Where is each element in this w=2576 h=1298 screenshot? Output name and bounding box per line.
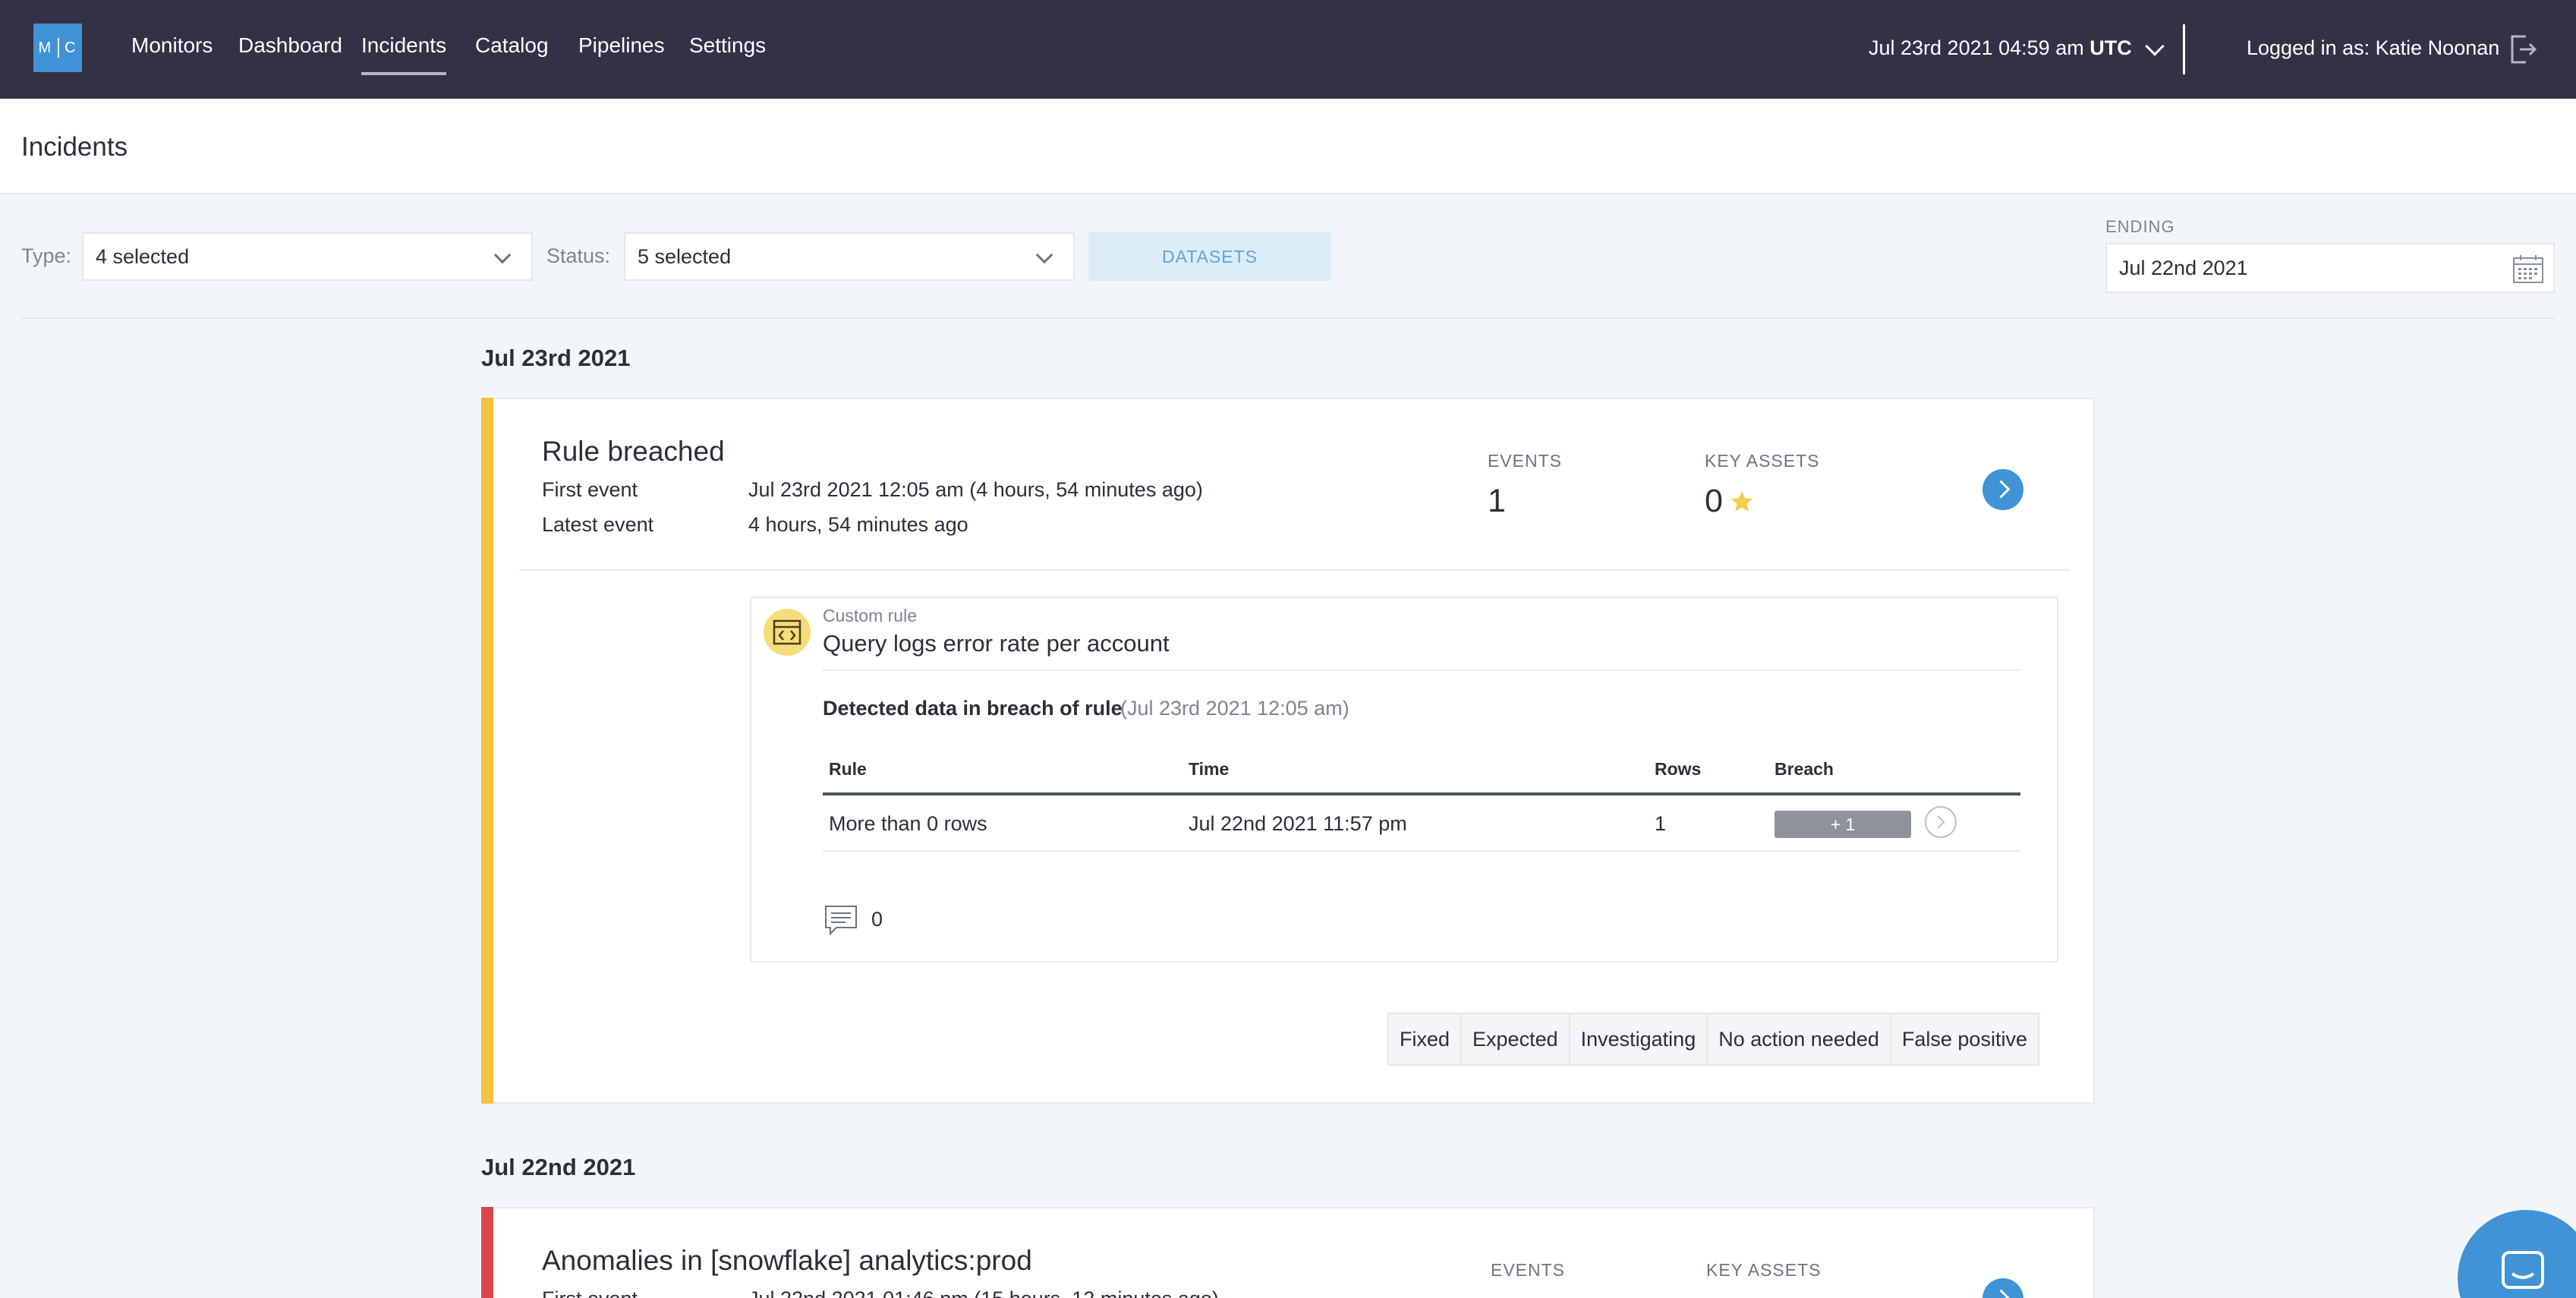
status-fixed-button[interactable]: Fixed xyxy=(1389,1014,1463,1064)
rule-detail-panel xyxy=(750,597,2058,962)
nav-item-monitors[interactable]: Monitors xyxy=(131,33,213,57)
comment-icon[interactable] xyxy=(824,905,858,935)
nav-item-incidents[interactable]: Incidents xyxy=(361,33,447,57)
logo-letter-right: C xyxy=(65,39,77,56)
column-header-rule: Rule xyxy=(829,759,867,779)
date-group-heading: Jul 22nd 2021 xyxy=(481,1154,636,1180)
page-title: Incidents xyxy=(21,132,128,162)
chat-launcher-button[interactable] xyxy=(2458,1210,2576,1298)
app-logo[interactable]: M C xyxy=(33,24,82,72)
column-header-rows: Rows xyxy=(1655,759,1702,779)
latest-event-value: 4 hours, 54 minutes ago xyxy=(748,513,968,536)
nav-item-dashboard[interactable]: Dashboard xyxy=(238,33,342,57)
comment-count: 0 xyxy=(871,908,883,931)
table-cell-rule: More than 0 rows xyxy=(829,812,987,835)
column-header-time: Time xyxy=(1189,759,1230,779)
key-assets-label: KEY ASSETS xyxy=(1705,451,1820,471)
breach-heading: Detected data in breach of rule xyxy=(823,697,1123,720)
star-icon xyxy=(1730,490,1753,512)
events-label: EVENTS xyxy=(1491,1260,1566,1280)
column-header-breach: Breach xyxy=(1775,759,1834,779)
first-event-label: First event xyxy=(542,478,638,501)
incident-severity-bar xyxy=(481,398,493,1104)
status-filter-label: Status: xyxy=(546,244,611,267)
type-filter-value: 4 selected xyxy=(96,244,190,268)
events-label: EVENTS xyxy=(1488,451,1563,471)
rule-name[interactable]: Query logs error rate per account xyxy=(823,630,1170,657)
table-header-divider xyxy=(823,792,2020,795)
type-filter-label: Type: xyxy=(21,244,72,267)
nav-item-settings[interactable]: Settings xyxy=(689,33,767,57)
logout-icon[interactable] xyxy=(2509,33,2537,65)
rule-divider xyxy=(823,669,2020,671)
status-filter-select[interactable]: 5 selected xyxy=(624,232,1075,281)
key-assets-count: 0 xyxy=(1705,483,1723,519)
timezone-text: UTC xyxy=(2089,36,2132,59)
status-false-positive-button[interactable]: False positive xyxy=(1901,1027,2027,1051)
latest-event-label: Latest event xyxy=(542,513,654,536)
header-divider xyxy=(2183,24,2185,74)
current-datetime-selector[interactable]: Jul 23rd 2021 04:59 am UTC xyxy=(1869,36,2132,60)
page-title-bar xyxy=(0,99,2576,194)
datetime-text: Jul 23rd 2021 04:59 am xyxy=(1869,36,2084,59)
logged-in-user: Logged in as: Katie Noonan xyxy=(2247,36,2500,59)
status-no-action-needed-button[interactable]: No action needed xyxy=(1708,1014,1891,1064)
custom-rule-icon xyxy=(764,609,811,656)
nav-item-pipelines[interactable]: Pipelines xyxy=(578,33,665,57)
first-event-value: Jul 22nd 2021 01:46 pm (15 hours, 12 min… xyxy=(748,1287,1219,1298)
first-event-label: First event xyxy=(542,1287,638,1298)
breach-time: (Jul 23rd 2021 12:05 am) xyxy=(1120,697,1349,720)
nav-item-catalog[interactable]: Catalog xyxy=(475,33,549,57)
status-filter-value: 5 selected xyxy=(638,244,732,268)
ending-date-value: Jul 22nd 2021 xyxy=(2119,256,2248,279)
incident-status-group: Fixed Expected Investigating No action n… xyxy=(1387,1013,2039,1066)
datasets-button[interactable]: DATASETS xyxy=(1088,232,1331,281)
status-investigating-button[interactable]: Investigating xyxy=(1570,1014,1708,1064)
status-expected-button[interactable]: Expected xyxy=(1462,1014,1570,1064)
table-row-divider xyxy=(823,850,2020,852)
top-nav-bar xyxy=(0,0,2576,99)
type-filter-select[interactable]: 4 selected xyxy=(82,232,533,281)
rule-kind: Custom rule xyxy=(823,606,917,625)
date-group-heading: Jul 23rd 2021 xyxy=(481,345,631,371)
incident-card[interactable] xyxy=(481,1207,2095,1298)
incident-title[interactable]: Anomalies in [snowflake] analytics:prod xyxy=(542,1245,1032,1276)
chevron-down-icon xyxy=(493,246,512,264)
table-cell-time: Jul 22nd 2021 11:57 pm xyxy=(1189,812,1407,835)
chat-icon xyxy=(2502,1251,2544,1289)
ending-date-label: ENDING xyxy=(2105,217,2175,236)
open-breach-row-button[interactable] xyxy=(1925,806,1957,838)
events-count: 1 xyxy=(1488,483,1506,519)
table-cell-rows: 1 xyxy=(1655,812,1667,835)
card-divider xyxy=(519,569,2071,571)
incident-severity-bar xyxy=(481,1207,493,1298)
logo-letter-left: M xyxy=(38,39,53,56)
key-assets-label: KEY ASSETS xyxy=(1706,1260,1822,1280)
logo-divider xyxy=(58,38,60,58)
first-event-value: Jul 23rd 2021 12:05 am (4 hours, 54 minu… xyxy=(748,478,1203,501)
filter-divider xyxy=(21,317,2555,319)
breach-badge: + 1 xyxy=(1775,811,1911,838)
nav-active-indicator xyxy=(361,72,446,75)
incident-title[interactable]: Rule breached xyxy=(542,436,725,467)
calendar-icon[interactable] xyxy=(2512,254,2544,284)
chevron-down-icon xyxy=(1035,246,1053,264)
open-incident-button[interactable] xyxy=(1982,469,2023,510)
ending-date-input[interactable]: Jul 22nd 2021 xyxy=(2105,243,2555,293)
